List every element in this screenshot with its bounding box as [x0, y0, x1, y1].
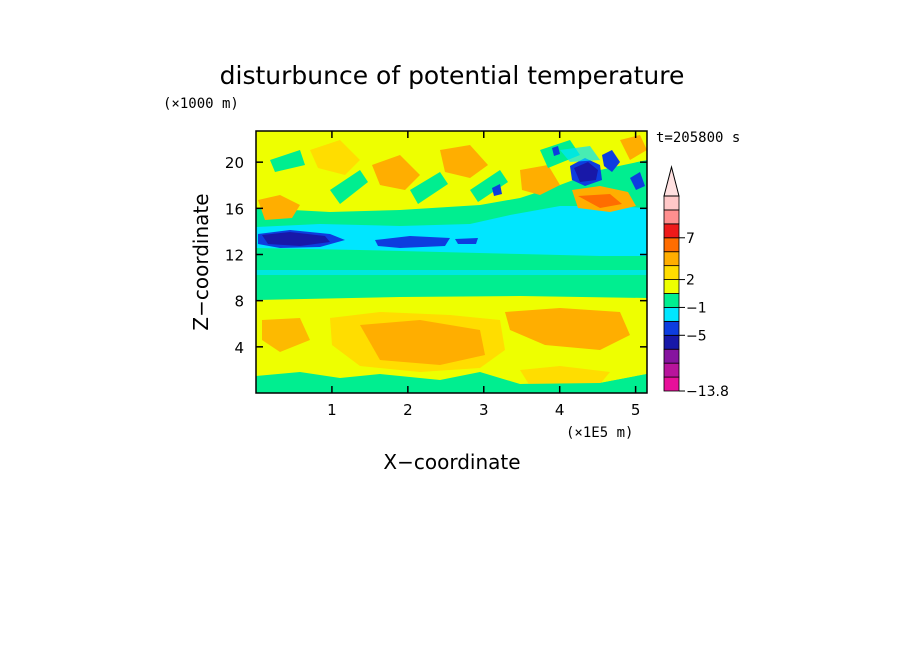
negative-core-center [375, 236, 450, 248]
x-tick-label: 3 [479, 401, 489, 419]
colorbar-swatch [663, 209, 680, 225]
y-tick-label: 12 [225, 246, 244, 264]
y-axis-label: Z−coordinate [189, 193, 213, 330]
colorbar-swatch [663, 362, 680, 378]
y-unit-label: (×1000 m) [163, 96, 239, 112]
colorbar-swatch [663, 293, 680, 308]
colorbar-level-label: −13.8 [686, 384, 729, 400]
chart-title: disturbunce of potential temperature [220, 61, 685, 90]
colorbar-swatch [663, 223, 680, 239]
colorbar-swatch [663, 320, 680, 336]
x-unit-label: (×1E5 m) [566, 425, 633, 441]
time-label: t=205800 s [656, 130, 740, 146]
colorbar-level-label: 2 [686, 273, 695, 289]
colorbar-swatch [663, 307, 680, 322]
y-tick-label: 4 [234, 339, 244, 357]
orange-patch-upper-left [258, 195, 300, 220]
x-axis-label: X−coordinate [383, 450, 520, 474]
green-strip [256, 248, 647, 262]
negative-core-aloft [574, 162, 598, 182]
colorbar-swatch [663, 237, 680, 253]
contour-field [256, 131, 647, 393]
colorbar-swatch [663, 279, 680, 294]
colorbar-level-label: −1 [686, 300, 707, 316]
cyan-band [256, 206, 647, 262]
plot-frame [255, 130, 648, 394]
negative-core-left [262, 232, 330, 246]
x-axis-ticks: 1 2 3 4 5 [327, 131, 640, 419]
x-tick-label: 4 [555, 401, 565, 419]
x-tick-label: 2 [403, 401, 413, 419]
colorbar-swatch [663, 265, 680, 280]
colorbar-swatch [663, 334, 680, 350]
colorbar-swatch [663, 251, 680, 267]
x-tick-label: 5 [631, 401, 641, 419]
colorbar-level-label: −5 [686, 328, 707, 344]
x-tick-label: 1 [327, 401, 337, 419]
colorbar-extend-arrow [663, 165, 680, 197]
orange-patch-lower [360, 320, 485, 365]
colorbar-swatch [663, 376, 680, 392]
orange-patch-right [505, 308, 630, 350]
colorbar-swatch [663, 195, 680, 211]
y-axis-ticks: 4 8 12 16 20 [225, 154, 647, 357]
colorbar-swatch [663, 348, 680, 364]
colorbar: −13.8 −5 −1 2 7 [663, 165, 729, 400]
y-tick-label: 16 [225, 200, 244, 218]
y-tick-label: 8 [234, 293, 244, 311]
colorbar-level-label: 7 [686, 231, 695, 247]
y-tick-label: 20 [225, 154, 244, 172]
